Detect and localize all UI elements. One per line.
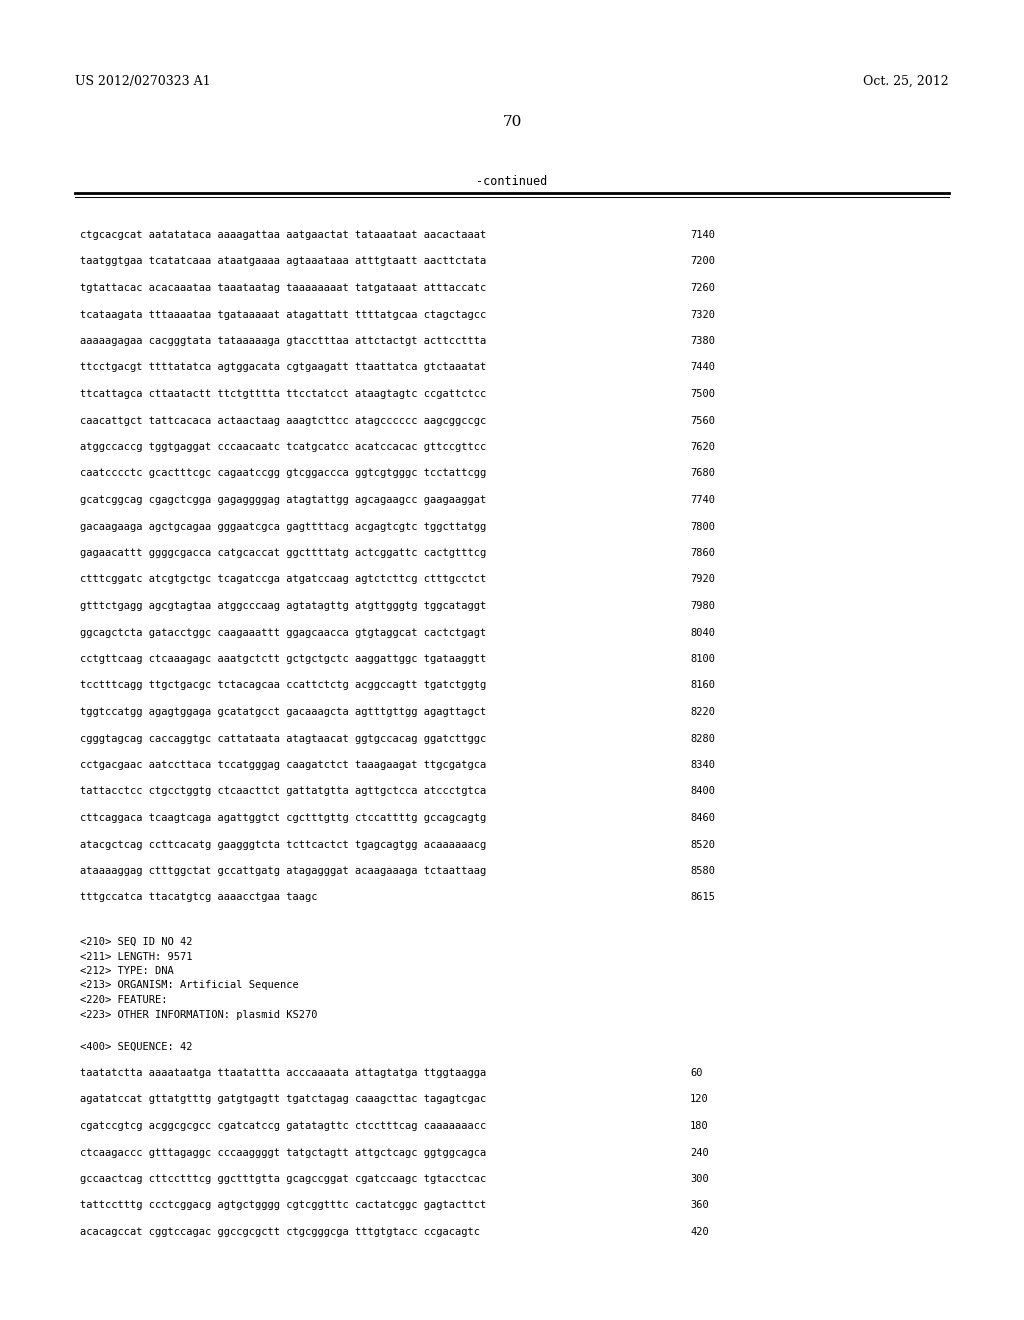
Text: 8220: 8220 bbox=[690, 708, 715, 717]
Text: US 2012/0270323 A1: US 2012/0270323 A1 bbox=[75, 75, 211, 88]
Text: <212> TYPE: DNA: <212> TYPE: DNA bbox=[80, 966, 174, 975]
Text: atacgctcag ccttcacatg gaagggtcta tcttcactct tgagcagtgg acaaaaaacg: atacgctcag ccttcacatg gaagggtcta tcttcac… bbox=[80, 840, 486, 850]
Text: 7800: 7800 bbox=[690, 521, 715, 532]
Text: 8340: 8340 bbox=[690, 760, 715, 770]
Text: cgggtagcag caccaggtgc cattataata atagtaacat ggtgccacag ggatcttggc: cgggtagcag caccaggtgc cattataata atagtaa… bbox=[80, 734, 486, 743]
Text: 8400: 8400 bbox=[690, 787, 715, 796]
Text: 8615: 8615 bbox=[690, 892, 715, 903]
Text: 60: 60 bbox=[690, 1068, 702, 1078]
Text: gacaagaaga agctgcagaa gggaatcgca gagttttacg acgagtcgtc tggcttatgg: gacaagaaga agctgcagaa gggaatcgca gagtttt… bbox=[80, 521, 486, 532]
Text: agatatccat gttatgtttg gatgtgagtt tgatctagag caaagcttac tagagtcgac: agatatccat gttatgtttg gatgtgagtt tgatcta… bbox=[80, 1094, 486, 1105]
Text: 180: 180 bbox=[690, 1121, 709, 1131]
Text: 7500: 7500 bbox=[690, 389, 715, 399]
Text: 120: 120 bbox=[690, 1094, 709, 1105]
Text: tgtattacac acacaaataa taaataatag taaaaaaaat tatgataaat atttaccatc: tgtattacac acacaaataa taaataatag taaaaaa… bbox=[80, 282, 486, 293]
Text: -continued: -continued bbox=[476, 176, 548, 187]
Text: cttcaggaca tcaagtcaga agattggtct cgctttgttg ctccattttg gccagcagtg: cttcaggaca tcaagtcaga agattggtct cgctttg… bbox=[80, 813, 486, 822]
Text: <400> SEQUENCE: 42: <400> SEQUENCE: 42 bbox=[80, 1041, 193, 1052]
Text: cgatccgtcg acggcgcgcc cgatcatccg gatatagttc ctcctttcag caaaaaaacc: cgatccgtcg acggcgcgcc cgatcatccg gatatag… bbox=[80, 1121, 486, 1131]
Text: <211> LENGTH: 9571: <211> LENGTH: 9571 bbox=[80, 952, 193, 961]
Text: ctgcacgcat aatatataca aaaagattaa aatgaactat tataaataat aacactaaat: ctgcacgcat aatatataca aaaagattaa aatgaac… bbox=[80, 230, 486, 240]
Text: tcctttcagg ttgctgacgc tctacagcaa ccattctctg acggccagtt tgatctggtg: tcctttcagg ttgctgacgc tctacagcaa ccattct… bbox=[80, 681, 486, 690]
Text: tggtccatgg agagtggaga gcatatgcct gacaaagcta agtttgttgg agagttagct: tggtccatgg agagtggaga gcatatgcct gacaaag… bbox=[80, 708, 486, 717]
Text: gagaacattt ggggcgacca catgcaccat ggcttttatg actcggattc cactgtttcg: gagaacattt ggggcgacca catgcaccat ggctttt… bbox=[80, 548, 486, 558]
Text: Oct. 25, 2012: Oct. 25, 2012 bbox=[863, 75, 949, 88]
Text: gtttctgagg agcgtagtaa atggcccaag agtatagttg atgttgggtg tggcataggt: gtttctgagg agcgtagtaa atggcccaag agtatag… bbox=[80, 601, 486, 611]
Text: tttgccatca ttacatgtcg aaaacctgaa taagc: tttgccatca ttacatgtcg aaaacctgaa taagc bbox=[80, 892, 317, 903]
Text: 70: 70 bbox=[503, 115, 521, 129]
Text: <220> FEATURE:: <220> FEATURE: bbox=[80, 995, 168, 1005]
Text: tcataagata tttaaaataa tgataaaaat atagattatt ttttatgcaa ctagctagcc: tcataagata tttaaaataa tgataaaaat atagatt… bbox=[80, 309, 486, 319]
Text: 7140: 7140 bbox=[690, 230, 715, 240]
Text: caatcccctc gcactttcgc cagaatccgg gtcggaccca ggtcgtgggc tcctattcgg: caatcccctc gcactttcgc cagaatccgg gtcggac… bbox=[80, 469, 486, 479]
Text: taatggtgaa tcatatcaaa ataatgaaaa agtaaataaa atttgtaatt aacttctata: taatggtgaa tcatatcaaa ataatgaaaa agtaaat… bbox=[80, 256, 486, 267]
Text: aaaaagagaa cacgggtata tataaaaaga gtacctttaa attctactgt acttccttta: aaaaagagaa cacgggtata tataaaaaga gtacctt… bbox=[80, 337, 486, 346]
Text: 7440: 7440 bbox=[690, 363, 715, 372]
Text: 7680: 7680 bbox=[690, 469, 715, 479]
Text: ttcctgacgt ttttatatca agtggacata cgtgaagatt ttaattatca gtctaaatat: ttcctgacgt ttttatatca agtggacata cgtgaag… bbox=[80, 363, 486, 372]
Text: 7860: 7860 bbox=[690, 548, 715, 558]
Text: ataaaaggag ctttggctat gccattgatg atagagggat acaagaaaga tctaattaag: ataaaaggag ctttggctat gccattgatg atagagg… bbox=[80, 866, 486, 876]
Text: 7620: 7620 bbox=[690, 442, 715, 451]
Text: ttcattagca cttaatactt ttctgtttta ttcctatcct ataagtagtc ccgattctcc: ttcattagca cttaatactt ttctgtttta ttcctat… bbox=[80, 389, 486, 399]
Text: 8280: 8280 bbox=[690, 734, 715, 743]
Text: 8160: 8160 bbox=[690, 681, 715, 690]
Text: ctttcggatc atcgtgctgc tcagatccga atgatccaag agtctcttcg ctttgcctct: ctttcggatc atcgtgctgc tcagatccga atgatcc… bbox=[80, 574, 486, 585]
Text: 8520: 8520 bbox=[690, 840, 715, 850]
Text: 8580: 8580 bbox=[690, 866, 715, 876]
Text: gcatcggcag cgagctcgga gagaggggag atagtattgg agcagaagcc gaagaaggat: gcatcggcag cgagctcgga gagaggggag atagtat… bbox=[80, 495, 486, 506]
Text: 8460: 8460 bbox=[690, 813, 715, 822]
Text: 7260: 7260 bbox=[690, 282, 715, 293]
Text: ctcaagaccc gtttagaggc cccaaggggt tatgctagtt attgctcagc ggtggcagca: ctcaagaccc gtttagaggc cccaaggggt tatgcta… bbox=[80, 1147, 486, 1158]
Text: 8100: 8100 bbox=[690, 653, 715, 664]
Text: 8040: 8040 bbox=[690, 627, 715, 638]
Text: 240: 240 bbox=[690, 1147, 709, 1158]
Text: <213> ORGANISM: Artificial Sequence: <213> ORGANISM: Artificial Sequence bbox=[80, 981, 299, 990]
Text: cctgttcaag ctcaaagagc aaatgctctt gctgctgctc aaggattggc tgataaggtt: cctgttcaag ctcaaagagc aaatgctctt gctgctg… bbox=[80, 653, 486, 664]
Text: 7740: 7740 bbox=[690, 495, 715, 506]
Text: gccaactcag cttcctttcg ggctttgtta gcagccggat cgatccaagc tgtacctcac: gccaactcag cttcctttcg ggctttgtta gcagccg… bbox=[80, 1173, 486, 1184]
Text: 7920: 7920 bbox=[690, 574, 715, 585]
Text: 7560: 7560 bbox=[690, 416, 715, 425]
Text: 300: 300 bbox=[690, 1173, 709, 1184]
Text: 420: 420 bbox=[690, 1228, 709, 1237]
Text: <210> SEQ ID NO 42: <210> SEQ ID NO 42 bbox=[80, 937, 193, 946]
Text: tattacctcc ctgcctggtg ctcaacttct gattatgtta agttgctcca atccctgtca: tattacctcc ctgcctggtg ctcaacttct gattatg… bbox=[80, 787, 486, 796]
Text: <223> OTHER INFORMATION: plasmid KS270: <223> OTHER INFORMATION: plasmid KS270 bbox=[80, 1010, 317, 1019]
Text: 7320: 7320 bbox=[690, 309, 715, 319]
Text: atggccaccg tggtgaggat cccaacaatc tcatgcatcc acatccacac gttccgttcc: atggccaccg tggtgaggat cccaacaatc tcatgca… bbox=[80, 442, 486, 451]
Text: acacagccat cggtccagac ggccgcgctt ctgcgggcga tttgtgtacc ccgacagtc: acacagccat cggtccagac ggccgcgctt ctgcggg… bbox=[80, 1228, 480, 1237]
Text: cctgacgaac aatccttaca tccatgggag caagatctct taaagaagat ttgcgatgca: cctgacgaac aatccttaca tccatgggag caagatc… bbox=[80, 760, 486, 770]
Text: caacattgct tattcacaca actaactaag aaagtcttcc atagcccccс aagcggccgc: caacattgct tattcacaca actaactaag aaagtct… bbox=[80, 416, 486, 425]
Text: 7200: 7200 bbox=[690, 256, 715, 267]
Text: ggcagctcta gatacctggc caagaaattt ggagcaacca gtgtaggcat cactctgagt: ggcagctcta gatacctggc caagaaattt ggagcaa… bbox=[80, 627, 486, 638]
Text: 7980: 7980 bbox=[690, 601, 715, 611]
Text: 7380: 7380 bbox=[690, 337, 715, 346]
Text: tattcctttg ccctcggacg agtgctgggg cgtcggtttc cactatcggc gagtacttct: tattcctttg ccctcggacg agtgctgggg cgtcggt… bbox=[80, 1200, 486, 1210]
Text: taatatctta aaaataatga ttaatattta acccaaaata attagtatga ttggtaagga: taatatctta aaaataatga ttaatattta acccaaa… bbox=[80, 1068, 486, 1078]
Text: 360: 360 bbox=[690, 1200, 709, 1210]
